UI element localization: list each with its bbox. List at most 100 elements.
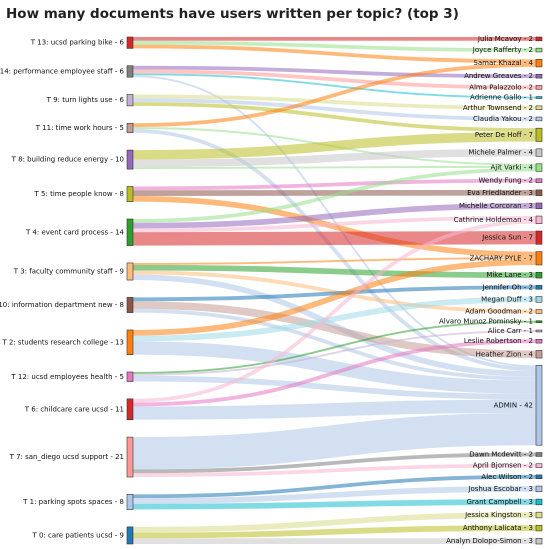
node-label-samar-khazal: Samar Khazal - 4 — [473, 59, 533, 67]
node-t-12[interactable] — [126, 371, 134, 382]
node-label-t-11: T 11: time work hours - 5 — [35, 124, 124, 132]
link-t-9-to-arthur-townsend — [132, 94, 537, 110]
node-michele-palmer[interactable] — [535, 148, 543, 157]
node-admin[interactable] — [535, 365, 543, 446]
node-label-andrew-greaves: Andrew Greaves - 2 — [464, 72, 533, 80]
node-claudia-yakou[interactable] — [535, 116, 543, 122]
node-label-megan-duff: Megan Duff - 3 — [481, 295, 533, 303]
node-t-10[interactable] — [126, 297, 134, 313]
node-label-arthur-townsend: Arthur Townsend - 2 — [463, 104, 533, 112]
node-peter-de-hoff[interactable] — [535, 127, 543, 142]
node-t-4[interactable] — [126, 218, 134, 246]
node-t-7[interactable] — [126, 436, 134, 478]
node-samar-khazal[interactable] — [535, 59, 543, 68]
node-label-mike-lane: Mike Lane - 3 — [486, 271, 533, 279]
link-t-1-to-alec-wilson — [132, 474, 537, 499]
link-t-10-to-admin — [132, 308, 537, 381]
node-t-11[interactable] — [126, 122, 134, 134]
node-label-wendy-fung: Wendy Fung - 2 — [479, 177, 533, 185]
node-label-adam-goodman: Adam Goodman - 2 — [465, 308, 533, 316]
link-t-4-to-ajit-varki — [132, 167, 537, 223]
node-label-julia-mcavoy: Julia Mcavoy - 2 — [477, 35, 533, 43]
node-label-alec-wilson: Alec Wilson - 2 — [481, 473, 533, 481]
link-t-9-to-peter-de-hoff — [132, 102, 537, 132]
node-heather-zion[interactable] — [535, 350, 543, 359]
node-megan-duff[interactable] — [535, 296, 543, 303]
node-label-claudia-yakou: Claudia Yakou - 2 — [473, 115, 533, 123]
link-t-8-to-peter-de-hoff — [132, 131, 537, 160]
node-adam-goodman[interactable] — [535, 309, 543, 314]
link-t-14-to-andrew-greaves — [132, 65, 537, 79]
link-t-7-to-april-bjornsen — [132, 463, 537, 477]
node-mike-lane[interactable] — [535, 272, 543, 279]
link-t-11-to-admin — [132, 128, 537, 372]
node-alec-wilson[interactable] — [535, 474, 543, 479]
node-label-dawn-mcdevitt: Dawn Mcdevitt - 2 — [469, 450, 533, 458]
node-julia-mcavoy[interactable] — [535, 36, 543, 42]
node-t-0[interactable] — [126, 526, 134, 545]
link-t-8-to-michele-palmer — [132, 148, 537, 168]
node-label-alice-carr: Alice Carr - 1 — [488, 327, 533, 335]
node-analyn-dolopo-simon[interactable] — [535, 537, 543, 545]
node-jessica-kingston[interactable] — [535, 511, 543, 519]
link-t-5-to-zachary-pyle — [132, 195, 537, 258]
node-t-6[interactable] — [126, 398, 134, 421]
node-alvaro-munoz-pominsky[interactable] — [535, 320, 543, 323]
link-t-0-to-jessica-kingston — [132, 512, 537, 533]
sankey-nodes: T 13: ucsd parking bike - 6 T 14: perform… — [0, 35, 543, 545]
node-t-13[interactable] — [126, 36, 134, 49]
link-t-13-to-samar-khazal — [132, 44, 537, 64]
node-jennifer-oh[interactable] — [535, 285, 543, 290]
node-label-jennifer-oh: Jennifer Oh - 2 — [482, 283, 533, 291]
link-t-14-to-adrienne-gallo — [132, 73, 537, 99]
node-alma-palazzolo[interactable] — [535, 85, 543, 90]
node-t-9[interactable] — [126, 94, 134, 107]
link-t-1-to-grant-campbell — [132, 499, 537, 510]
node-t-3[interactable] — [126, 262, 134, 281]
node-label-zachary-pyle: ZACHARY PYLE - 7 — [470, 254, 533, 262]
link-t-10-to-jennifer-oh — [132, 285, 537, 302]
link-t-2-to-megan-duff — [132, 296, 537, 342]
node-ajit-varki[interactable] — [535, 163, 543, 172]
node-joshua-escobar[interactable] — [535, 485, 543, 493]
chart-title: How many documents have users written pe… — [6, 6, 459, 22]
node-april-bjornsen[interactable] — [535, 463, 543, 468]
node-grant-campbell[interactable] — [535, 498, 543, 506]
node-label-michelle-corcoran: Michelle Corcoran - 3 — [459, 202, 533, 210]
node-t-1[interactable] — [126, 494, 134, 510]
node-arthur-townsend[interactable] — [535, 105, 543, 110]
node-label-t-10: T 10: information department new - 8 — [0, 301, 124, 309]
node-andrew-greaves[interactable] — [535, 73, 543, 79]
node-jessica-sun[interactable] — [535, 230, 543, 245]
node-t-2[interactable] — [126, 329, 134, 355]
node-dawn-mcdevitt[interactable] — [535, 452, 543, 457]
link-t-14-to-alma-palazzolo — [132, 69, 537, 90]
node-adrienne-gallo[interactable] — [535, 96, 543, 99]
node-label-jessica-sun: Jessica Sun - 7 — [481, 234, 533, 242]
node-leslie-robertson[interactable] — [535, 338, 543, 344]
link-t-1-to-joshua-escobar — [132, 486, 537, 504]
node-alice-carr[interactable] — [535, 329, 543, 333]
node-wendy-fung[interactable] — [535, 178, 543, 183]
node-michelle-corcoran[interactable] — [535, 202, 543, 209]
node-label-heather-zion: Heather Zion - 4 — [476, 350, 534, 358]
link-t-11-to-samar-khazal — [132, 63, 537, 128]
node-t-8[interactable] — [126, 149, 134, 170]
link-t-4-to-cathrine-holdeman — [132, 216, 537, 233]
link-t-2-to-admin — [132, 341, 537, 394]
node-joyce-rafferty[interactable] — [535, 47, 543, 53]
node-label-april-bjornsen: April Bjornsen - 2 — [473, 462, 533, 470]
node-label-t-0: T 0: care patients ucsd - 9 — [31, 531, 124, 539]
node-t-14[interactable] — [126, 65, 134, 78]
node-label-leslie-robertson: Leslie Robertson - 2 — [464, 337, 533, 345]
node-t-5[interactable] — [126, 186, 134, 202]
link-t-3-to-mike-lane — [132, 264, 537, 279]
node-zachary-pyle[interactable] — [535, 251, 543, 266]
node-label-t-5: T 5: time people know - 8 — [34, 190, 124, 198]
sankey-links — [132, 36, 537, 545]
link-t-0-to-anthony-lalicata — [132, 525, 537, 539]
node-anthony-lalicata[interactable] — [535, 524, 543, 532]
node-cathrine-holdeman[interactable] — [535, 215, 543, 224]
node-eva-friedlander[interactable] — [535, 189, 543, 196]
